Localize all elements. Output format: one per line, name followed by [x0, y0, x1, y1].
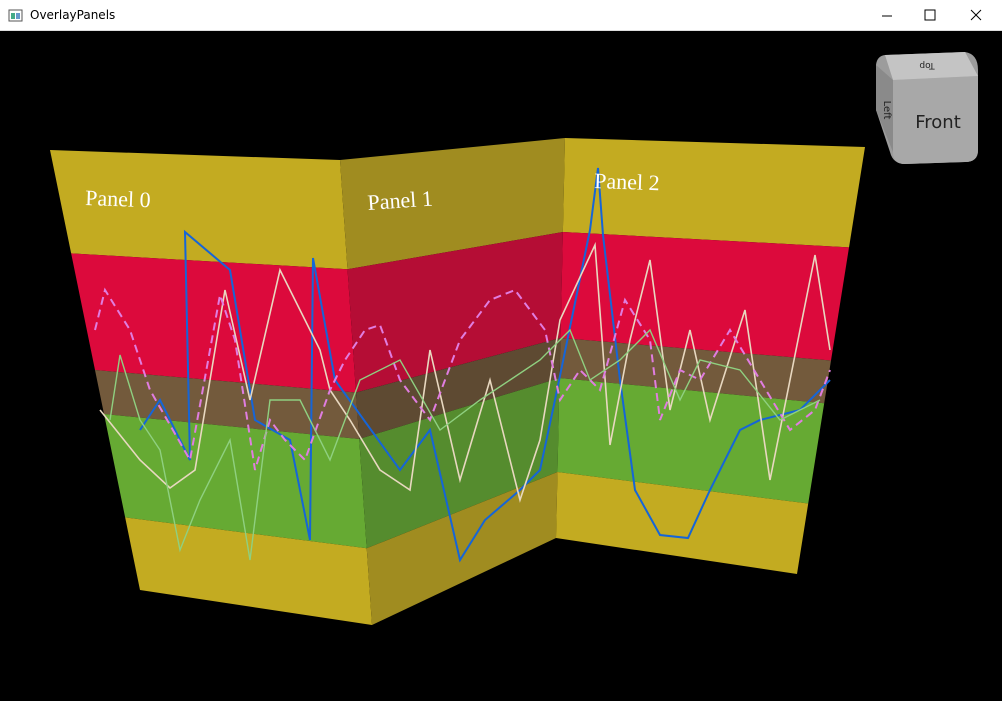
panel-band: [556, 472, 809, 574]
panel-band: [125, 517, 373, 625]
panel-label: Panel 2: [594, 168, 660, 195]
panel-band: [95, 370, 360, 439]
traces: [94, 167, 831, 563]
panels: [50, 138, 865, 625]
panel-band: [50, 150, 348, 270]
cube-left-label: Left: [881, 101, 892, 120]
window-title: OverlayPanels: [30, 8, 116, 22]
panel-band: [347, 232, 563, 393]
panel-band: [340, 138, 565, 270]
white-trace: [99, 241, 831, 503]
panel-band: [562, 138, 865, 248]
panel-band: [560, 232, 850, 361]
maximize-button[interactable]: [924, 9, 936, 21]
view-cube[interactable]: Top Left Front: [876, 52, 978, 164]
violet-trace: [94, 287, 831, 471]
window-controls: [882, 9, 982, 21]
scene: Panel 0 Panel 1 Panel 2 Top Left Front: [50, 52, 978, 625]
panel-band: [356, 338, 561, 439]
close-button[interactable]: [970, 9, 982, 21]
panel-labels: Panel 0 Panel 1 Panel 2: [85, 168, 660, 215]
panel-band: [104, 414, 367, 549]
panel-label: Panel 0: [85, 185, 151, 212]
cube-front-label: Front: [915, 112, 961, 133]
panel-band: [71, 253, 357, 393]
green-trace: [109, 328, 821, 561]
panel-label: Panel 1: [367, 185, 434, 215]
blue-trace: [139, 167, 831, 563]
app-icon: [8, 9, 23, 22]
panel-band: [359, 378, 560, 549]
cube-top-label: Top: [919, 60, 935, 70]
panel-band: [366, 472, 558, 625]
title-bar: OverlayPanels: [0, 0, 1002, 31]
